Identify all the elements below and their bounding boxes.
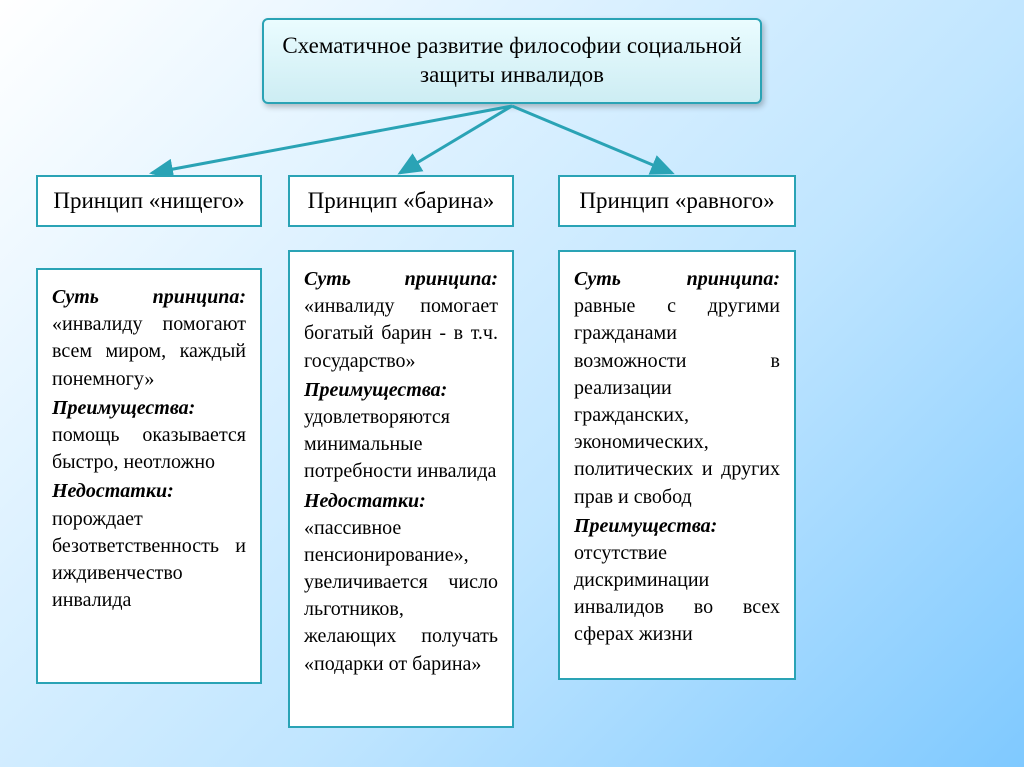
section-heading: Преимущества: [52,397,195,419]
section-heading: Недостатки: [304,490,426,512]
diagram-stage: Схематичное развитие философии социально… [0,0,1024,767]
section-text: «инвалиду помогает богатый барин - в т.ч… [304,295,498,371]
section-heading: Суть принципа: [52,286,246,308]
col-label-text: Принцип «барина» [308,188,495,214]
section-text: отсутствие дискриминации инвалидов во вс… [574,542,780,646]
section-heading: Преимущества: [304,379,447,401]
section-text: помощь оказывается быстро, неотложно [52,424,246,473]
col-label-text: Принцип «равного» [579,188,774,214]
section-text: порождает безответственность и иждивенче… [52,508,246,612]
section-text: «пассивное пенсионирование», увеличивает… [304,517,498,675]
diagram-title-text: Схематичное развитие философии социально… [278,32,746,90]
col-label-1: Принцип «барина» [288,175,514,227]
section-heading: Преимущества: [574,515,717,537]
section-text: равные с другими гражданами возможности … [574,295,780,507]
col-body-1: Суть принципа: «инвалиду помогает богаты… [288,250,514,728]
col-label-2: Принцип «равного» [558,175,796,227]
section-heading: Недостатки: [52,480,174,502]
col-body-0: Суть принципа: «инвалиду помогают всем м… [36,268,262,684]
diagram-title-box: Схематичное развитие философии социально… [262,18,762,104]
col-body-2: Суть принципа: равные с другими граждана… [558,250,796,680]
col-label-0: Принцип «нищего» [36,175,262,227]
section-heading: Суть принципа: [574,268,780,290]
section-text: «инвалиду помогают всем миром, каждый по… [52,313,246,389]
section-heading: Суть принципа: [304,268,498,290]
col-label-text: Принцип «нищего» [53,188,244,214]
section-text: удовлетворяются минимальные потребности … [304,406,496,482]
